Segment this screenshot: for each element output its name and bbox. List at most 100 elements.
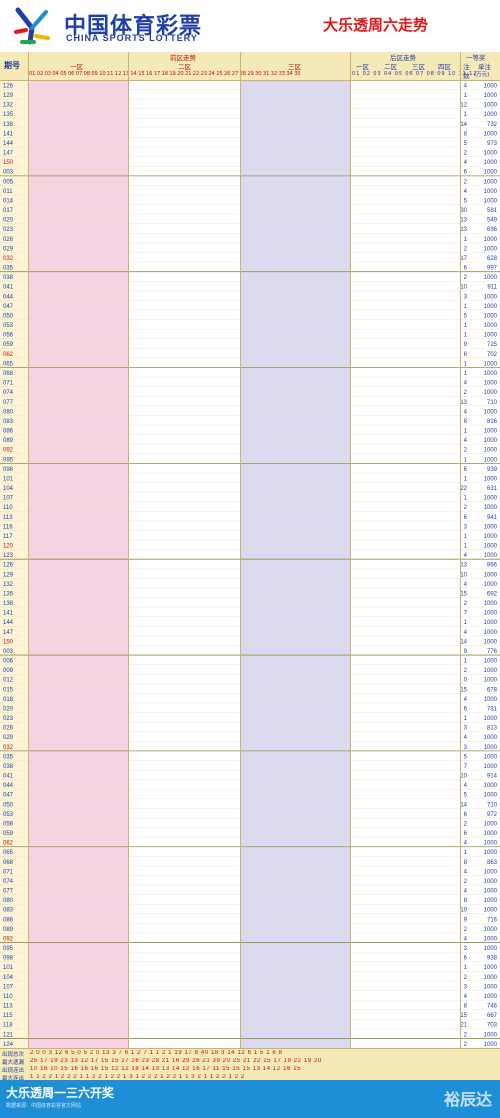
front-zone-label: 前区走势 bbox=[170, 54, 196, 62]
period-number: 050 bbox=[3, 313, 14, 319]
prize-amount: 1000 bbox=[484, 160, 498, 166]
draw-row: 092 4 1000 bbox=[0, 936, 500, 943]
draw-row: 104 2 1000 bbox=[0, 975, 500, 982]
notes-count: 4 bbox=[464, 83, 468, 89]
notes-count: 4 bbox=[464, 160, 468, 166]
period-number: 003 bbox=[3, 170, 14, 176]
prize-amount: 1000 bbox=[484, 304, 498, 310]
prize-amount: 1000 bbox=[484, 198, 498, 204]
period-number: 065 bbox=[3, 361, 14, 367]
period-number: 083 bbox=[3, 419, 14, 425]
prize-amount: 1000 bbox=[484, 179, 498, 185]
draw-row: 029 2 1000 bbox=[0, 246, 500, 253]
prize-amount: 581 bbox=[487, 208, 498, 214]
prize-amount: 1000 bbox=[484, 879, 498, 885]
draw-row: 032 17 628 bbox=[0, 256, 500, 263]
stat-label: 最大遗漏 bbox=[2, 1060, 25, 1066]
period-number: 120 bbox=[3, 544, 14, 550]
prize-amount: 1000 bbox=[484, 745, 498, 751]
period-number: 138 bbox=[3, 601, 14, 607]
prize-amount: 973 bbox=[487, 141, 498, 147]
notes-count: 2 bbox=[464, 927, 468, 933]
period-number: 104 bbox=[3, 975, 14, 981]
period-number: 092 bbox=[3, 448, 14, 454]
draw-row: 009 2 1000 bbox=[0, 668, 500, 675]
notes-count: 5 bbox=[464, 313, 468, 319]
notes-count: 1 bbox=[464, 496, 468, 502]
draw-row: 116 3 1000 bbox=[0, 524, 500, 531]
prize-amount: 813 bbox=[487, 726, 498, 732]
period-number: 038 bbox=[3, 764, 14, 770]
draw-row: 135 15 692 bbox=[0, 591, 500, 598]
period-number: 005 bbox=[3, 179, 14, 185]
notes-count: 1 bbox=[464, 361, 468, 367]
prize-amount: 1000 bbox=[484, 381, 498, 387]
notes-count: 3 bbox=[464, 946, 468, 952]
draw-row: 077 13 710 bbox=[0, 400, 500, 407]
draw-row: 115 15 667 bbox=[0, 1013, 500, 1020]
prize-amount: 1000 bbox=[484, 323, 498, 329]
notes-count: 2 bbox=[464, 1032, 468, 1038]
period-number: 147 bbox=[3, 630, 14, 636]
draw-row: 005 2 1000 bbox=[0, 179, 500, 186]
notes-count: 6 bbox=[464, 266, 468, 272]
period-number: 032 bbox=[3, 745, 14, 751]
notes-count: 22 bbox=[460, 486, 467, 492]
prize-amount: 1000 bbox=[484, 553, 498, 559]
period-number: 041 bbox=[3, 285, 14, 291]
prize-amount: 1000 bbox=[484, 716, 498, 722]
period-number: 047 bbox=[3, 304, 14, 310]
draw-row: 110 4 1000 bbox=[0, 994, 500, 1001]
prize-amount: 866 bbox=[487, 563, 498, 569]
period-number: 023 bbox=[3, 716, 14, 722]
draw-row: 086 9 716 bbox=[0, 917, 500, 924]
draw-row: 138 14 732 bbox=[0, 122, 500, 129]
period-col-bg bbox=[0, 80, 28, 1048]
period-number: 062 bbox=[3, 352, 14, 358]
notes-count: 6 bbox=[464, 467, 468, 473]
draw-row: 150 14 1000 bbox=[0, 639, 500, 646]
notes-count: 15 bbox=[460, 591, 467, 597]
notes-count: 2 bbox=[464, 668, 468, 674]
prize-amount: 732 bbox=[487, 122, 498, 128]
draw-row: 047 1 1000 bbox=[0, 304, 500, 311]
notes-count: 1 bbox=[464, 659, 468, 665]
notes-count: 4 bbox=[464, 869, 468, 875]
brand-name-en: CHINA SPORTS LOTTERY bbox=[66, 33, 198, 43]
period-number: 141 bbox=[3, 611, 14, 617]
page-title: 大乐透周六走势 bbox=[322, 16, 428, 34]
notes-count: 3 bbox=[464, 524, 468, 530]
period-number: 026 bbox=[3, 726, 14, 732]
notes-count: 2 bbox=[464, 179, 468, 185]
notes-count: 4 bbox=[464, 630, 468, 636]
draw-row: 026 3 813 bbox=[0, 726, 500, 732]
draw-row: 068 1 1000 bbox=[0, 371, 500, 378]
notes-count: 13 bbox=[460, 218, 467, 224]
watermark: 裕辰达 bbox=[443, 1090, 492, 1109]
period-number: 056 bbox=[3, 333, 14, 339]
prize-amount: 667 bbox=[487, 1013, 498, 1019]
back-number-headers: 01 02 03 04 05 06 07 08 09 10 11 12 bbox=[352, 71, 478, 77]
notes-count: 1 bbox=[464, 304, 468, 310]
prize-amount: 636 bbox=[487, 227, 498, 233]
prize-amount: 1000 bbox=[484, 131, 498, 137]
stat-values: 25 17 19 23 13 12 17 15 15 17 26 23 28 2… bbox=[30, 1058, 322, 1064]
prize-amount: 1000 bbox=[484, 246, 498, 252]
notes-count: 6 bbox=[464, 812, 468, 818]
prize-amount: 1000 bbox=[484, 1042, 498, 1048]
notes-count: 8 bbox=[464, 860, 468, 866]
draw-row: 092 2 1000 bbox=[0, 448, 500, 454]
stat-row: 出现连出 10 16 10 15 16 16 16 15 12 12 18 14… bbox=[0, 1066, 500, 1074]
prize-amount: 1000 bbox=[484, 170, 498, 176]
notes-count: 17 bbox=[460, 256, 467, 262]
notes-count: 4 bbox=[464, 783, 468, 789]
draw-row: 062 6 702 bbox=[0, 352, 500, 359]
period-number: 132 bbox=[3, 582, 14, 588]
period-number: 092 bbox=[3, 936, 14, 942]
prize-amount: 1000 bbox=[484, 189, 498, 195]
front-number-headers: 01 02 03 04 05 06 07 08 09 10 11 12 13 1… bbox=[29, 71, 301, 77]
draw-row: 104 22 631 bbox=[0, 486, 500, 493]
notes-count: 1 bbox=[464, 371, 468, 377]
draw-row: 144 5 973 bbox=[0, 141, 500, 148]
notes-count: 14 bbox=[460, 802, 467, 808]
